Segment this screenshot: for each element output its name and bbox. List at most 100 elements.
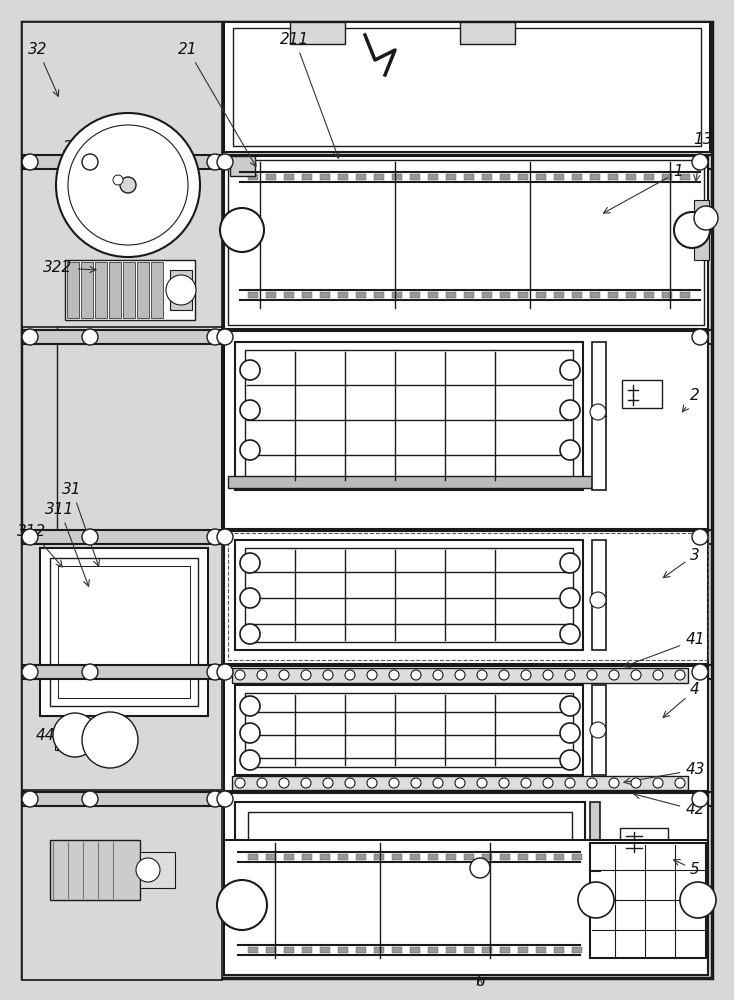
- Circle shape: [565, 670, 575, 680]
- Bar: [95, 262, 107, 318]
- Bar: [302, 854, 312, 860]
- Circle shape: [675, 778, 685, 788]
- Circle shape: [543, 670, 553, 680]
- Bar: [55, 730, 135, 750]
- Bar: [518, 854, 528, 860]
- Bar: [245, 548, 573, 642]
- Text: 3: 3: [664, 548, 700, 578]
- Circle shape: [207, 529, 223, 545]
- Circle shape: [433, 670, 443, 680]
- Circle shape: [411, 778, 421, 788]
- Bar: [500, 854, 510, 860]
- Circle shape: [565, 778, 575, 788]
- Bar: [58, 566, 190, 698]
- Bar: [464, 947, 474, 953]
- Text: 31: 31: [62, 483, 100, 566]
- Bar: [284, 854, 294, 860]
- Bar: [224, 156, 708, 329]
- Text: 312: 312: [18, 524, 62, 567]
- Circle shape: [82, 329, 98, 345]
- Bar: [224, 531, 708, 664]
- Bar: [392, 947, 402, 953]
- Bar: [22, 532, 222, 790]
- Bar: [590, 174, 600, 180]
- Bar: [284, 292, 294, 298]
- Circle shape: [240, 723, 260, 743]
- Bar: [572, 292, 582, 298]
- Bar: [622, 380, 662, 408]
- Bar: [302, 292, 312, 298]
- Bar: [228, 476, 596, 488]
- Bar: [22, 22, 222, 532]
- Text: 213: 213: [63, 140, 103, 182]
- Bar: [464, 292, 474, 298]
- Bar: [302, 947, 312, 953]
- Circle shape: [477, 670, 487, 680]
- Bar: [464, 854, 474, 860]
- Circle shape: [323, 670, 333, 680]
- Circle shape: [257, 778, 267, 788]
- Circle shape: [680, 882, 716, 918]
- Text: 322: 322: [43, 260, 96, 275]
- Bar: [620, 828, 668, 860]
- Circle shape: [389, 670, 399, 680]
- Bar: [109, 262, 121, 318]
- Circle shape: [240, 400, 260, 420]
- Bar: [694, 200, 709, 260]
- Circle shape: [82, 664, 98, 680]
- Bar: [302, 174, 312, 180]
- Bar: [446, 174, 456, 180]
- Bar: [374, 174, 384, 180]
- Bar: [245, 350, 573, 482]
- Bar: [22, 792, 222, 980]
- Circle shape: [653, 778, 663, 788]
- Bar: [536, 854, 546, 860]
- Bar: [608, 292, 618, 298]
- Circle shape: [82, 712, 138, 768]
- Circle shape: [694, 206, 718, 230]
- Bar: [500, 174, 510, 180]
- Circle shape: [587, 670, 597, 680]
- Bar: [482, 292, 492, 298]
- Bar: [482, 947, 492, 953]
- Bar: [356, 174, 366, 180]
- Bar: [374, 854, 384, 860]
- Bar: [67, 262, 79, 318]
- Circle shape: [22, 791, 38, 807]
- Bar: [338, 854, 348, 860]
- Circle shape: [235, 778, 245, 788]
- Bar: [392, 854, 402, 860]
- Circle shape: [560, 696, 580, 716]
- Bar: [590, 843, 706, 958]
- Bar: [356, 947, 366, 953]
- Bar: [592, 540, 606, 650]
- Bar: [266, 947, 276, 953]
- Bar: [248, 947, 258, 953]
- Bar: [137, 262, 149, 318]
- Bar: [40, 548, 208, 716]
- Circle shape: [56, 113, 200, 257]
- Bar: [392, 174, 402, 180]
- Bar: [151, 262, 163, 318]
- Circle shape: [217, 880, 267, 930]
- Circle shape: [560, 588, 580, 608]
- Bar: [235, 802, 585, 940]
- Circle shape: [217, 791, 233, 807]
- Bar: [392, 292, 402, 298]
- Bar: [235, 342, 583, 490]
- Bar: [228, 934, 708, 946]
- Bar: [518, 174, 528, 180]
- Circle shape: [543, 778, 553, 788]
- Bar: [320, 174, 330, 180]
- Bar: [224, 840, 708, 975]
- Circle shape: [560, 723, 580, 743]
- Bar: [22, 530, 712, 544]
- Circle shape: [22, 529, 38, 545]
- Circle shape: [207, 664, 223, 680]
- Bar: [482, 174, 492, 180]
- Bar: [224, 666, 708, 791]
- Bar: [428, 854, 438, 860]
- Bar: [536, 174, 546, 180]
- Bar: [554, 292, 564, 298]
- Circle shape: [217, 329, 233, 345]
